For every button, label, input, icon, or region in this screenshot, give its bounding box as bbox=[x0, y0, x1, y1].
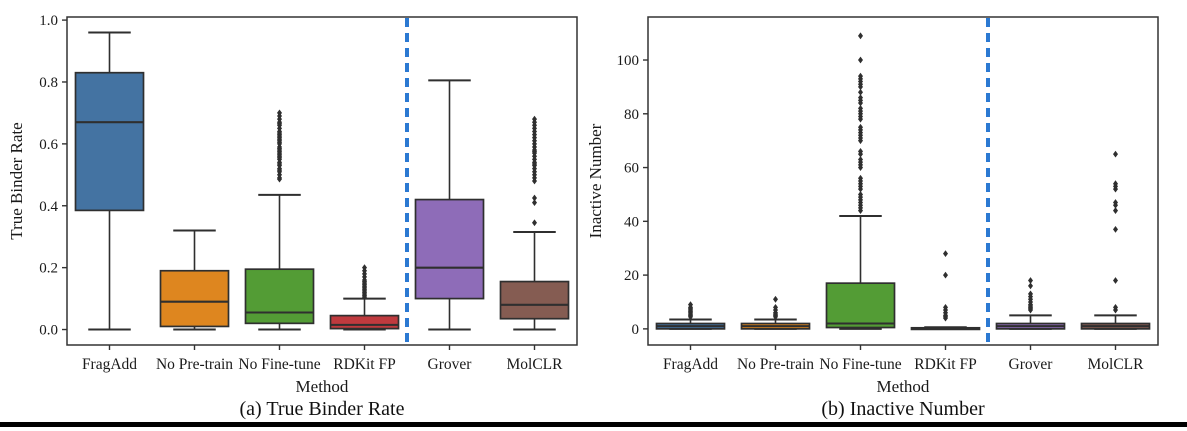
outlier-diamond bbox=[1113, 180, 1118, 188]
outlier-diamond bbox=[688, 301, 693, 309]
outlier-diamond bbox=[532, 194, 537, 202]
outlier-diamond bbox=[858, 105, 863, 112]
box-no-pre-train bbox=[159, 229, 230, 331]
x-tick-label: MolCLR bbox=[507, 356, 564, 373]
x-tick-label: RDKit FP bbox=[914, 356, 976, 373]
x-axis-label: Method bbox=[877, 377, 930, 396]
outlier-diamond bbox=[858, 88, 863, 96]
x-tick-label: No Fine-tune bbox=[819, 356, 901, 373]
outlier-diamond bbox=[858, 148, 863, 155]
box-rdkit-fp bbox=[910, 250, 981, 331]
outlier-diamond bbox=[858, 191, 863, 198]
y-tick-label: 100 bbox=[617, 53, 640, 69]
outlier-diamond bbox=[858, 94, 863, 102]
y-tick-label: 0.0 bbox=[39, 323, 58, 339]
caption-panel-a: (a) True Binder Rate bbox=[239, 398, 405, 420]
iqr-box bbox=[159, 269, 230, 328]
outlier-diamond bbox=[1028, 282, 1033, 290]
y-tick-label: 1.0 bbox=[39, 13, 58, 29]
box-grover bbox=[995, 277, 1066, 330]
outlier-diamond bbox=[362, 264, 367, 272]
y-tick-label: 0 bbox=[632, 322, 640, 338]
x-tick-label: No Pre-train bbox=[737, 356, 814, 373]
outlier-diamond bbox=[532, 115, 537, 123]
outlier-diamond bbox=[773, 295, 778, 303]
y-tick-label: 0.2 bbox=[39, 261, 58, 277]
outlier-diamond bbox=[858, 174, 863, 182]
axes-frame bbox=[66, 16, 578, 346]
outlier-diamond bbox=[858, 32, 863, 40]
outlier-diamond bbox=[943, 303, 948, 311]
outlier-diamond bbox=[1028, 290, 1033, 298]
box-fragadd bbox=[74, 31, 145, 331]
outlier-diamond bbox=[943, 250, 948, 257]
outlier-diamond bbox=[858, 123, 863, 131]
outlier-diamond bbox=[1028, 277, 1033, 284]
outlier-diamond bbox=[532, 199, 537, 207]
boxplot-panel-b: 0 20 40 60 80 100 FragAdd No Pre-train No Fine-t… bbox=[586, 16, 1159, 396]
outlier-diamond bbox=[1113, 150, 1118, 158]
iqr-box bbox=[414, 198, 485, 300]
x-tick-label: MolCLR bbox=[1088, 356, 1145, 373]
outlier-diamond bbox=[1113, 277, 1118, 284]
iqr-box bbox=[329, 314, 400, 330]
caption-panel-b: (b) Inactive Number bbox=[821, 398, 985, 420]
boxplot-panel-a: 0.0 0.2 0.4 0.6 0.8 1.0 FragAdd No Pre-train No … bbox=[7, 13, 578, 396]
iqr-box bbox=[499, 280, 570, 320]
y-tick-label: 20 bbox=[624, 268, 639, 284]
y-tick-label: 40 bbox=[624, 214, 639, 230]
y-tick-label: 80 bbox=[624, 107, 639, 123]
axes-frame bbox=[647, 16, 1159, 346]
box-rdkit-fp bbox=[329, 264, 400, 331]
outlier-diamond bbox=[858, 156, 863, 163]
x-tick-label: Grover bbox=[1009, 356, 1054, 373]
y-axis-label: Inactive Number bbox=[586, 123, 605, 238]
outlier-diamond bbox=[1113, 303, 1118, 311]
outlier-diamond bbox=[1113, 207, 1118, 214]
box-molclr bbox=[1080, 150, 1151, 330]
box-no-fine-tune bbox=[825, 32, 896, 330]
outlier-diamond bbox=[277, 109, 282, 117]
x-tick-label: No Pre-train bbox=[156, 356, 233, 373]
x-tick-label: RDKit FP bbox=[333, 356, 395, 373]
box-fragadd bbox=[655, 301, 726, 330]
y-tick-label: 60 bbox=[624, 161, 639, 177]
x-axis-label: Method bbox=[296, 377, 349, 396]
box-no-pre-train bbox=[740, 295, 811, 330]
box-no-fine-tune bbox=[244, 109, 315, 331]
y-tick-label: 0.6 bbox=[39, 137, 58, 153]
iqr-box bbox=[74, 71, 145, 212]
x-tick-label: FragAdd bbox=[82, 356, 137, 373]
y-axis-label: True Binder Rate bbox=[7, 122, 26, 239]
x-tick-label: No Fine-tune bbox=[238, 356, 320, 373]
x-tick-label: FragAdd bbox=[663, 356, 718, 373]
x-tick-label: Grover bbox=[428, 356, 473, 373]
outlier-diamond bbox=[858, 56, 863, 64]
outlier-diamond bbox=[1113, 199, 1118, 206]
outlier-diamond bbox=[1113, 225, 1118, 233]
outlier-diamond bbox=[773, 303, 778, 311]
iqr-box bbox=[825, 282, 896, 329]
outlier-diamond bbox=[532, 219, 537, 227]
box-grover bbox=[414, 79, 485, 331]
y-tick-label: 0.8 bbox=[39, 75, 58, 91]
box-molclr bbox=[499, 115, 570, 331]
iqr-box bbox=[244, 268, 315, 325]
outlier-diamond bbox=[858, 72, 863, 80]
y-tick-label: 0.4 bbox=[39, 199, 58, 215]
outlier-diamond bbox=[943, 271, 948, 279]
bottom-rule bbox=[0, 422, 1187, 427]
